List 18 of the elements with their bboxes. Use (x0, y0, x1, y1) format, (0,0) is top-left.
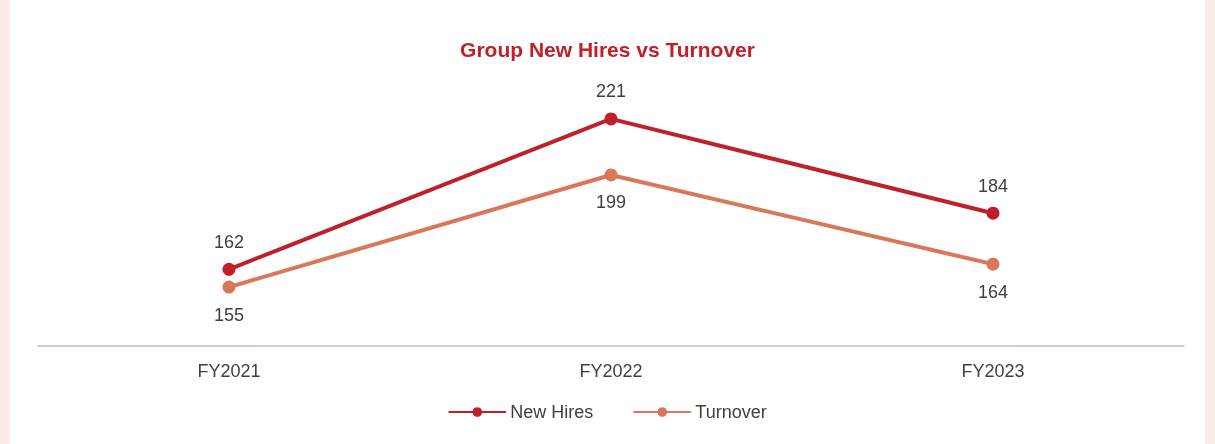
point (222, 262, 236, 276)
point (604, 112, 618, 126)
data-label: 199 (595, 192, 627, 213)
point (222, 280, 236, 294)
data-label: 184 (977, 175, 1009, 196)
legend-label: Turnover (695, 402, 767, 422)
data-label: 164 (977, 281, 1009, 302)
x-tick-label: FY2021 (197, 361, 261, 381)
x-tick-label: FY2023 (961, 361, 1025, 381)
point (986, 257, 1000, 271)
data-label: 221 (595, 81, 627, 102)
point (604, 168, 618, 182)
chart-title: Group New Hires vs Turnover (460, 38, 755, 61)
legend-label: New Hires (510, 402, 594, 422)
point (986, 206, 1000, 220)
data-label: 155 (213, 304, 245, 325)
data-label: 162 (213, 231, 245, 252)
x-tick-label: FY2022 (579, 361, 643, 381)
